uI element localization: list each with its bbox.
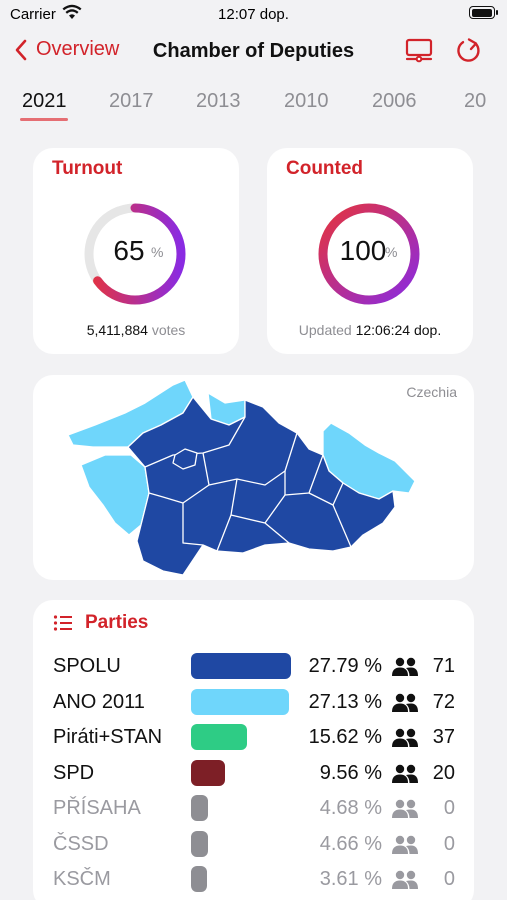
party-share-bar <box>191 653 291 679</box>
turnout-votes: 5,411,884 votes <box>86 322 186 338</box>
tab-year-2021[interactable]: 2021 <box>22 90 67 112</box>
party-percentage: 27.79 % <box>308 655 382 677</box>
map-card[interactable]: Czechia <box>33 375 474 580</box>
party-name: ANO 2011 <box>53 690 145 713</box>
party-percentage: 3.61 % <box>319 868 382 890</box>
party-name: Piráti+STAN <box>53 726 163 748</box>
party-row[interactable]: ČSSD 4.66 % 0 <box>33 829 474 859</box>
turnout-ring: 65 % <box>81 200 189 308</box>
map-country-label: Czechia <box>406 384 457 400</box>
party-share-bar <box>191 688 289 715</box>
counted-unit: % <box>385 244 398 260</box>
chevron-left-icon <box>15 39 27 60</box>
parties-card: Parties SPOLU 27.79 % 71 ANO 2011 27.13 % 72 P… <box>33 600 474 900</box>
wifi-icon <box>62 4 82 24</box>
counted-value: 100 <box>339 235 387 266</box>
turnout-title: Turnout <box>52 158 123 179</box>
party-row[interactable]: Piráti+STAN 15.62 % 37 <box>33 722 474 752</box>
counted-progress-arc <box>318 203 420 305</box>
party-percentage: 15.62 % <box>308 726 382 748</box>
back-button-label: Overview <box>36 38 120 60</box>
tab-year-2006[interactable]: 2006 <box>372 90 417 112</box>
carrier-label: Carrier <box>10 6 56 23</box>
party-seats: 20 <box>432 761 455 784</box>
party-seats: 72 <box>432 690 455 713</box>
party-row[interactable]: KSČM 3.61 % 0 <box>33 864 474 894</box>
parties-header[interactable]: Parties <box>53 612 148 634</box>
counted-updated: Updated 12:06:24 dop. <box>298 322 442 338</box>
turnout-progress-arc <box>84 203 186 305</box>
region-prague <box>172 448 198 470</box>
people-icon <box>392 728 418 747</box>
party-row[interactable]: ANO 2011 27.13 % 72 <box>33 687 474 717</box>
active-tab-indicator <box>20 118 68 121</box>
party-share-bar <box>191 866 207 892</box>
turnout-unit: % <box>151 244 164 260</box>
party-name: ČSSD <box>53 832 109 855</box>
party-seats: 0 <box>443 868 455 890</box>
people-icon <box>392 799 418 818</box>
tab-year-partial[interactable]: 20 <box>464 90 487 112</box>
tab-year-2017[interactable]: 2017 <box>109 90 154 112</box>
counted-title: Counted <box>286 158 364 179</box>
party-share-bar <box>191 795 208 821</box>
counted-card[interactable]: Counted 100 % Updated 12:06:24 dop. <box>267 148 473 354</box>
party-row[interactable]: SPOLU 27.79 % 71 <box>33 651 474 681</box>
party-percentage: 4.68 % <box>319 797 382 819</box>
status-time: 12:07 dop. <box>218 6 289 23</box>
region-light-west <box>80 454 150 536</box>
party-row[interactable]: PŘÍSAHA 4.68 % 0 <box>33 793 474 823</box>
party-seats: 71 <box>432 655 455 677</box>
people-icon <box>392 870 418 889</box>
list-icon <box>53 615 72 631</box>
status-bar: Carrier 12:07 dop. <box>0 0 507 30</box>
party-percentage: 27.13 % <box>308 690 382 713</box>
party-share-bar <box>191 724 247 750</box>
refresh-button[interactable] <box>455 37 483 70</box>
party-name: PŘÍSAHA <box>53 797 141 819</box>
party-percentage: 4.66 % <box>319 832 382 855</box>
people-icon <box>392 764 418 783</box>
counted-ring: 100 % <box>315 200 423 308</box>
party-name: KSČM <box>53 868 111 890</box>
turnout-value: 65 <box>113 235 145 266</box>
party-name: SPD <box>53 761 95 784</box>
party-share-bar <box>191 830 208 857</box>
people-icon <box>392 657 418 676</box>
party-share-bar <box>191 759 225 786</box>
party-percentage: 9.56 % <box>319 761 382 784</box>
navigation-bar: Overview Chamber of Deputies <box>0 30 507 74</box>
people-icon <box>392 835 418 854</box>
monitor-button[interactable] <box>404 37 434 70</box>
party-row[interactable]: SPD 9.56 % 20 <box>33 758 474 788</box>
region-map <box>67 379 416 576</box>
battery-icon <box>469 6 498 19</box>
party-seats: 0 <box>443 797 455 819</box>
monitor-icon <box>405 38 433 63</box>
tab-year-2010[interactable]: 2010 <box>284 90 329 112</box>
region-dark-central <box>127 396 396 576</box>
refresh-icon <box>457 38 480 62</box>
back-button[interactable]: Overview <box>14 38 119 61</box>
party-seats: 37 <box>432 726 455 748</box>
turnout-card[interactable]: Turnout 65 % 5,411,884 votes <box>33 148 239 354</box>
people-icon <box>392 693 418 712</box>
party-name: SPOLU <box>53 655 121 677</box>
year-tabs: 2021 2017 2013 2010 2006 20 <box>0 84 507 124</box>
tab-year-2013[interactable]: 2013 <box>196 90 241 112</box>
party-seats: 0 <box>443 832 455 855</box>
